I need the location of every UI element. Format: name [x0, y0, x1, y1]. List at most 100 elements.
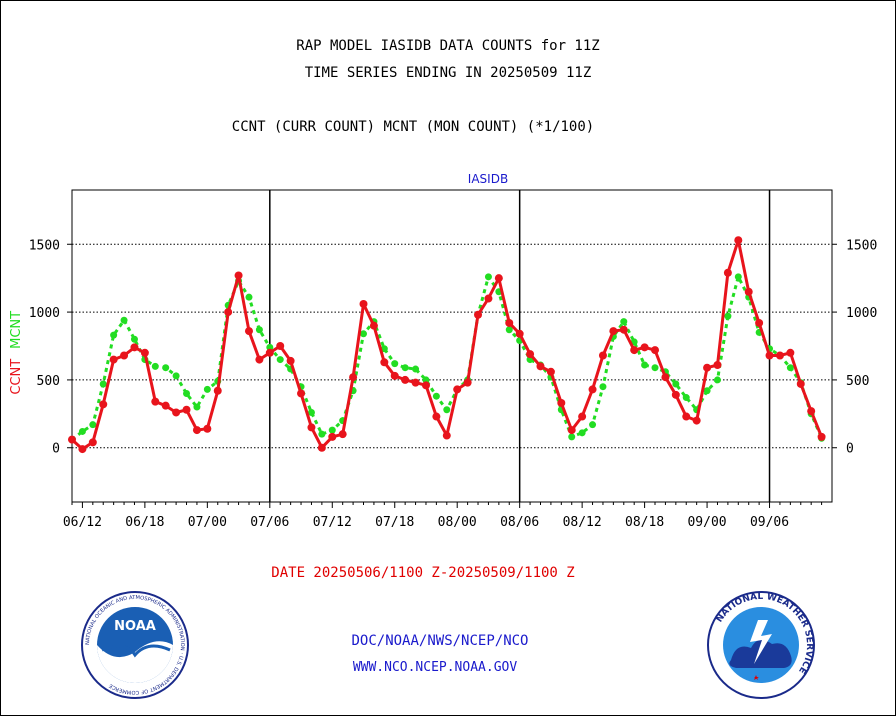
data-point-ccnt: [99, 400, 108, 409]
data-point-mcnt: [89, 421, 97, 429]
data-point-ccnt: [411, 378, 420, 387]
x-tick-label: 06/12: [63, 515, 102, 530]
data-point-ccnt: [297, 389, 306, 398]
x-tick-label: 08/18: [625, 515, 664, 530]
data-point-ccnt: [671, 390, 680, 399]
y-tick-label-left: 1500: [29, 238, 60, 253]
data-point-mcnt: [412, 365, 420, 373]
data-point-mcnt: [266, 343, 274, 351]
data-point-ccnt: [369, 321, 378, 330]
y-label-ccnt: CCNT: [9, 359, 24, 395]
data-point-mcnt: [318, 430, 326, 438]
data-point-mcnt: [786, 364, 794, 372]
data-point-ccnt: [380, 358, 389, 367]
y-tick-label-right: 1500: [846, 238, 877, 253]
data-point-mcnt: [276, 356, 284, 364]
y-tick-label-right: 0: [846, 442, 854, 457]
noaa-logo-icon: NOAA NATIONAL OCEANIC AND ATMOSPHERIC AD…: [81, 591, 189, 699]
y-tick-label-left: 1000: [29, 306, 60, 321]
data-point-mcnt: [193, 403, 201, 411]
data-point-ccnt: [244, 327, 253, 336]
data-point-ccnt: [130, 343, 139, 352]
x-tick-label: 07/18: [375, 515, 414, 530]
data-point-ccnt: [463, 378, 472, 387]
data-point-ccnt: [494, 274, 503, 283]
data-point-ccnt: [286, 356, 295, 365]
data-point-mcnt: [401, 364, 409, 372]
data-point-mcnt: [245, 293, 253, 301]
x-tick-label: 06/18: [125, 515, 164, 530]
data-point-mcnt: [255, 326, 263, 334]
data-point-ccnt: [390, 371, 399, 380]
data-point-ccnt: [203, 424, 212, 433]
data-point-mcnt: [672, 380, 680, 388]
data-point-mcnt: [599, 383, 607, 391]
data-point-ccnt: [588, 385, 597, 394]
data-point-ccnt: [609, 327, 618, 336]
date-range-label: DATE 20250506/1100 Z-20250509/1100 Z: [271, 565, 575, 581]
data-point-ccnt: [328, 432, 337, 441]
data-point-mcnt: [172, 372, 180, 380]
data-point-ccnt: [68, 435, 76, 444]
data-point-ccnt: [484, 294, 493, 303]
data-point-ccnt: [432, 412, 441, 421]
y-axis-label: CCNT MCNT: [9, 311, 24, 395]
data-point-mcnt: [641, 361, 649, 369]
data-point-ccnt: [192, 426, 201, 435]
data-point-ccnt: [338, 430, 347, 439]
data-point-mcnt: [183, 389, 191, 397]
data-point-ccnt: [505, 318, 514, 327]
data-point-mcnt: [328, 426, 336, 434]
data-point-ccnt: [786, 348, 795, 357]
y-tick-label-left: 500: [37, 374, 60, 389]
data-point-ccnt: [807, 407, 816, 416]
chart-title-line2: TIME SERIES ENDING IN 20250509 11Z: [304, 65, 592, 81]
data-point-ccnt: [161, 401, 170, 410]
x-tick-label: 09/06: [750, 515, 789, 530]
data-point-ccnt: [744, 287, 753, 296]
data-point-mcnt: [391, 360, 399, 368]
data-point-ccnt: [265, 348, 274, 357]
data-point-ccnt: [661, 373, 670, 382]
data-point-mcnt: [422, 376, 430, 384]
data-point-ccnt: [578, 412, 587, 421]
data-point-ccnt: [276, 342, 285, 350]
x-tick-label: 07/06: [250, 515, 289, 530]
data-point-ccnt: [817, 432, 826, 441]
data-point-ccnt: [598, 351, 607, 360]
data-point-ccnt: [796, 379, 805, 388]
y-tick-label-right: 500: [846, 374, 869, 389]
data-point-ccnt: [213, 386, 222, 395]
data-point-ccnt: [140, 348, 149, 357]
data-point-mcnt: [505, 326, 513, 334]
data-point-ccnt: [234, 271, 243, 280]
data-point-ccnt: [109, 355, 118, 364]
panel-title: IASIDB: [468, 172, 508, 186]
data-point-mcnt: [432, 392, 440, 400]
x-tick-label: 08/00: [438, 515, 477, 530]
data-point-ccnt: [640, 343, 649, 352]
data-point-ccnt: [172, 408, 181, 417]
data-point-mcnt: [110, 331, 118, 339]
data-point-mcnt: [151, 362, 159, 370]
data-point-mcnt: [682, 394, 690, 402]
data-point-mcnt: [484, 273, 492, 281]
data-point-ccnt: [224, 308, 233, 317]
data-point-ccnt: [567, 426, 576, 435]
data-point-ccnt: [78, 445, 87, 454]
data-point-ccnt: [775, 351, 784, 360]
data-point-ccnt: [734, 236, 743, 245]
data-point-mcnt: [734, 273, 742, 281]
data-point-ccnt: [703, 363, 712, 372]
data-point-mcnt: [589, 421, 597, 429]
x-tick-label: 07/00: [188, 515, 227, 530]
series-line-mcnt: [71, 275, 823, 441]
y-tick-label-right: 1000: [846, 306, 877, 321]
y-tick-label-left: 0: [52, 442, 60, 457]
data-point-ccnt: [359, 299, 368, 308]
data-point-ccnt: [474, 310, 483, 319]
data-point-ccnt: [182, 405, 191, 414]
data-point-mcnt: [130, 335, 138, 343]
data-point-mcnt: [360, 330, 368, 338]
x-tick-label: 07/12: [313, 515, 352, 530]
